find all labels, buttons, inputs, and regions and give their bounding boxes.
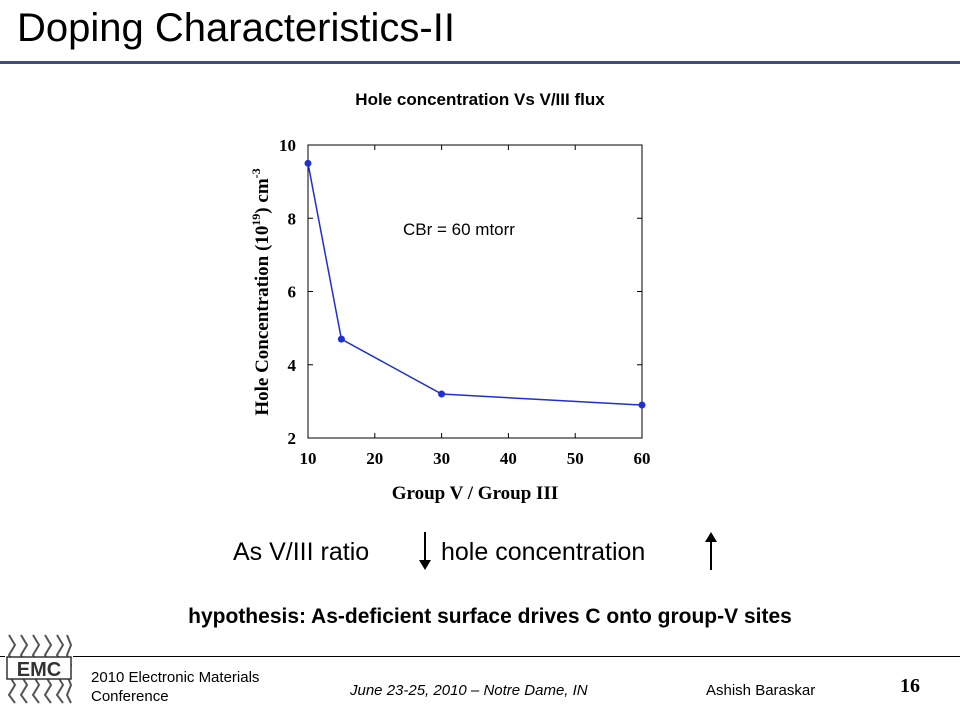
axis-ticks xyxy=(307,144,643,439)
y-axis-label-unit: ) cm xyxy=(252,178,273,214)
x-tick-labels: 10 20 30 40 50 60 xyxy=(300,449,651,468)
footer-author: Ashish Baraskar xyxy=(706,682,816,699)
slide-title: Doping Characteristics-II xyxy=(17,6,455,50)
series-line xyxy=(307,163,643,406)
data-point xyxy=(304,159,312,167)
y-tick-labels: 2 4 6 8 10 xyxy=(279,136,297,448)
x-tick-label: 20 xyxy=(366,449,383,468)
data-point xyxy=(337,335,345,343)
logo-text: EMC xyxy=(17,659,61,681)
footer-date: June 23-25, 2010 – Notre Dame, IN xyxy=(350,682,588,699)
y-tick-label: 6 xyxy=(288,283,297,302)
y-tick-label: 4 xyxy=(288,356,297,375)
footer-conference: 2010 Electronic Materials Conference xyxy=(91,669,260,705)
chart-title: Hole concentration Vs V/III flux xyxy=(355,90,605,109)
plot-frame xyxy=(307,144,643,439)
data-point xyxy=(638,401,646,409)
up-arrow-icon xyxy=(705,532,717,570)
title-divider xyxy=(0,61,960,64)
chart-annotation: CBr = 60 mtorr xyxy=(403,220,515,239)
y-axis-label: Hole Concentration (1019) cm-3 xyxy=(249,168,273,415)
data-point xyxy=(438,390,446,398)
statement-left: As V/III ratio xyxy=(233,538,370,566)
x-tick-label: 10 xyxy=(300,449,317,468)
y-axis-label-exponent: 19 xyxy=(249,214,263,226)
x-tick-label: 40 xyxy=(500,449,517,468)
page-number: 16 xyxy=(900,675,920,697)
data-series xyxy=(304,159,646,409)
y-tick-label: 2 xyxy=(288,429,297,448)
x-tick-label: 50 xyxy=(567,449,584,468)
footer-divider xyxy=(0,656,960,657)
statement-right: hole concentration xyxy=(441,538,646,566)
x-tick-label: 30 xyxy=(433,449,450,468)
y-tick-label: 10 xyxy=(279,136,296,155)
x-tick-label: 60 xyxy=(634,449,651,468)
y-axis-label-main: Hole Concentration (10 xyxy=(252,226,273,416)
down-arrow-icon xyxy=(419,532,431,570)
emc-logo: EMC xyxy=(5,631,73,705)
y-tick-label: 8 xyxy=(288,209,297,228)
hypothesis-text: hypothesis: As-deficient surface drives … xyxy=(188,605,792,628)
x-axis-label: Group V / Group III xyxy=(392,483,559,504)
y-axis-label-unit-exponent: -3 xyxy=(249,168,263,178)
